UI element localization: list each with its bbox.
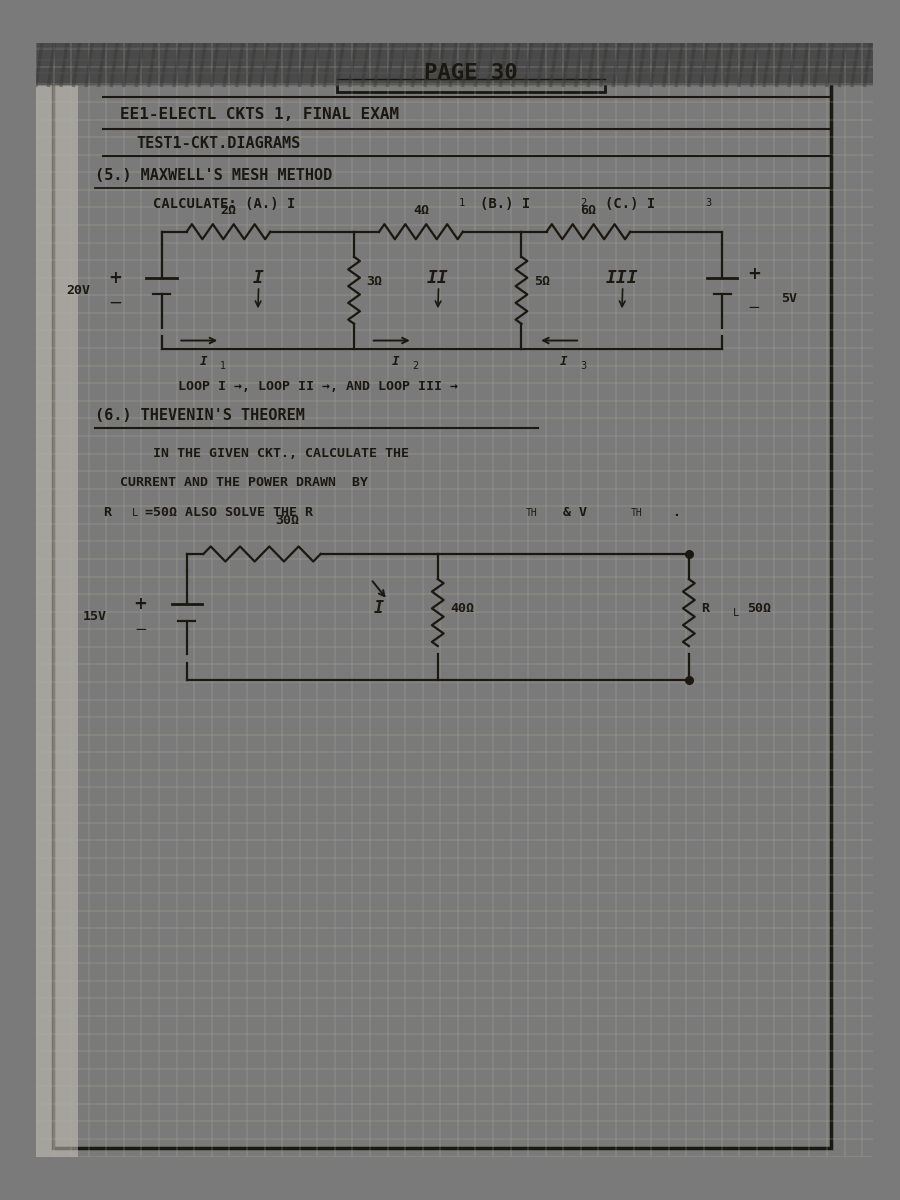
Text: 2: 2	[412, 361, 418, 371]
Text: I: I	[392, 355, 400, 368]
Text: 5Ω: 5Ω	[534, 276, 550, 288]
Text: +: +	[109, 269, 122, 287]
Text: −: −	[109, 294, 122, 312]
Text: 4Ω: 4Ω	[413, 204, 429, 217]
Text: CURRENT AND THE POWER DRAWN  BY: CURRENT AND THE POWER DRAWN BY	[120, 476, 368, 490]
Text: PAGE 30: PAGE 30	[425, 62, 518, 83]
Text: 3: 3	[706, 198, 712, 209]
Text: 20V: 20V	[66, 284, 90, 296]
Text: TH: TH	[526, 508, 537, 518]
Text: I: I	[252, 269, 263, 287]
Text: 6Ω: 6Ω	[580, 204, 597, 217]
Text: −: −	[747, 300, 760, 314]
Text: R: R	[701, 602, 709, 614]
Text: −: −	[134, 622, 147, 637]
Text: 1: 1	[220, 361, 226, 371]
Text: I: I	[200, 355, 207, 368]
Text: TEST1-CKT.DIAGRAMS: TEST1-CKT.DIAGRAMS	[137, 137, 301, 151]
Text: 30Ω: 30Ω	[275, 514, 299, 527]
Text: CALCULATE: (A.) I: CALCULATE: (A.) I	[153, 197, 295, 211]
Text: L: L	[132, 508, 139, 518]
Text: 50Ω: 50Ω	[747, 602, 771, 614]
Text: & V: & V	[563, 505, 588, 518]
Text: 2: 2	[580, 198, 586, 209]
Text: 1: 1	[459, 198, 465, 209]
Text: III: III	[606, 269, 638, 287]
Text: 40Ω: 40Ω	[450, 602, 474, 614]
Text: 3Ω: 3Ω	[366, 276, 382, 288]
Text: (C.) I: (C.) I	[605, 197, 655, 211]
Text: I: I	[560, 355, 567, 368]
Text: 5V: 5V	[781, 292, 797, 305]
Text: 2Ω: 2Ω	[220, 204, 237, 217]
Bar	[36, 85, 78, 1157]
Bar	[36, 43, 873, 85]
Text: EE1-ELECTL CKTS 1, FINAL EXAM: EE1-ELECTL CKTS 1, FINAL EXAM	[120, 107, 399, 122]
Text: +: +	[747, 264, 761, 282]
Text: =50Ω ALSO SOLVE THE R: =50Ω ALSO SOLVE THE R	[145, 505, 313, 518]
Text: II: II	[427, 269, 448, 287]
Text: LOOP I →, LOOP II →, AND LOOP III →: LOOP I →, LOOP II →, AND LOOP III →	[178, 380, 458, 394]
Bar	[338, 56, 605, 92]
Text: L: L	[733, 607, 739, 618]
Text: .: .	[672, 505, 680, 518]
Text: I: I	[374, 599, 384, 617]
Text: +: +	[134, 595, 148, 613]
Text: (6.) THEVENIN'S THEOREM: (6.) THEVENIN'S THEOREM	[94, 408, 304, 424]
Text: 15V: 15V	[83, 611, 106, 623]
Text: IN THE GIVEN CKT., CALCULATE THE: IN THE GIVEN CKT., CALCULATE THE	[153, 448, 410, 460]
Text: TH: TH	[630, 508, 642, 518]
Text: (5.) MAXWELL'S MESH METHOD: (5.) MAXWELL'S MESH METHOD	[94, 168, 332, 184]
Text: 3: 3	[580, 361, 586, 371]
Text: R: R	[103, 505, 111, 518]
Text: (B.) I: (B.) I	[480, 197, 530, 211]
